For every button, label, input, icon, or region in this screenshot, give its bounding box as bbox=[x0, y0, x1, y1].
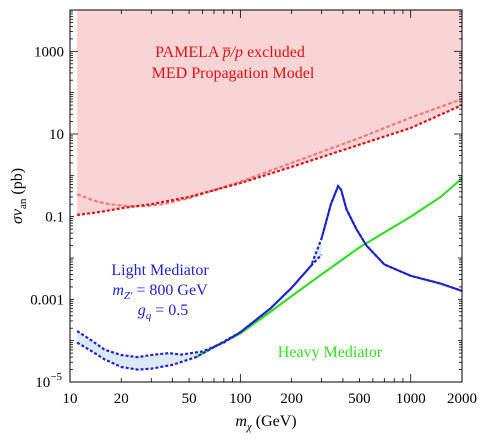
pamela-excluded-area bbox=[77, 10, 462, 215]
y-tick-label: 10 bbox=[49, 127, 64, 143]
heavy-mediator-label: Heavy Mediator bbox=[278, 344, 383, 361]
x-tick-label: 50 bbox=[182, 391, 197, 407]
x-tick-label: 500 bbox=[348, 391, 371, 407]
y-tick-label: 0.001 bbox=[30, 292, 64, 308]
x-tick-labels: 10 20 50 100 200 500 1000 2000 bbox=[63, 391, 478, 407]
pamela-annotation-line1: PAMELA p̅/p excluded bbox=[155, 44, 305, 61]
light-mediator-upper-solid-line bbox=[320, 184, 462, 292]
y-axis-title: σvan (pb) bbox=[9, 168, 29, 224]
axis-ticks bbox=[69, 9, 463, 383]
light-mediator-upper-line bbox=[76, 183, 462, 359]
pamela-annotation-line2: MED Propagation Model bbox=[152, 65, 315, 82]
data-curves bbox=[76, 98, 462, 371]
pamela-alt-limit-line bbox=[76, 98, 462, 208]
plot-frame bbox=[69, 9, 463, 383]
light-mediator-title: Light Mediator bbox=[111, 262, 209, 279]
heavy-mediator-line bbox=[195, 177, 462, 359]
x-tick-label: 20 bbox=[114, 391, 129, 407]
x-tick-label: 10 bbox=[63, 391, 78, 407]
x-tick-label: 2000 bbox=[447, 391, 477, 407]
excluded-region bbox=[77, 10, 462, 215]
x-tick-label: 1000 bbox=[396, 391, 426, 407]
x-axis-title: mχ (GeV) bbox=[235, 413, 296, 433]
y-tick-label: 0.1 bbox=[45, 210, 64, 226]
y-tick-label: 10−5 bbox=[35, 371, 62, 391]
light-mediator-band-fill bbox=[77, 238, 322, 370]
light-mediator-lower-line bbox=[76, 253, 323, 371]
y-tick-labels: 10−5 0.001 0.1 10 1000 bbox=[30, 44, 64, 391]
light-mediator-coupling: gq = 0.5 bbox=[138, 302, 189, 322]
x-tick-label: 100 bbox=[229, 391, 252, 407]
pamela-med-limit-line bbox=[76, 104, 462, 217]
x-tick-label: 200 bbox=[280, 391, 303, 407]
y-tick-label: 1000 bbox=[34, 44, 64, 60]
light-mediator-mass: mZ' = 800 GeV bbox=[112, 282, 208, 302]
